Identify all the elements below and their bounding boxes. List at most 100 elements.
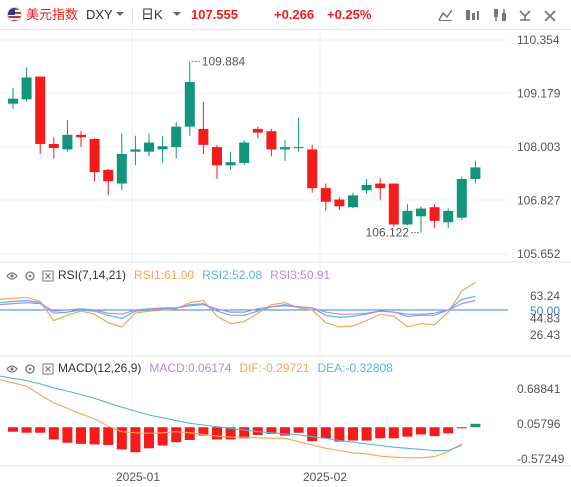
macd-histogram-bar xyxy=(252,427,263,435)
macd-histogram-bar xyxy=(334,427,345,442)
eye-icon[interactable] xyxy=(6,363,18,375)
macd-histogram-bar xyxy=(62,427,73,443)
macd-histogram-bar xyxy=(320,427,331,439)
symbol-code[interactable]: DXY xyxy=(86,7,113,22)
macd-histogram-bar xyxy=(456,427,467,429)
drawing-icon[interactable] xyxy=(465,9,479,21)
macd-histogram-bar xyxy=(266,427,277,434)
macd-histogram-bar xyxy=(293,427,304,433)
macd-histogram-bar xyxy=(470,423,481,428)
candle-body xyxy=(76,134,86,138)
period-selector[interactable]: 日K xyxy=(141,7,163,22)
candle-body xyxy=(212,147,222,166)
axis-labels: 110.354 109.179 108.003 106.827 105.652 63.24… xyxy=(116,33,565,484)
macd-histogram-bar xyxy=(89,427,100,445)
macd-histogram-bar xyxy=(239,427,250,439)
settings-icon[interactable] xyxy=(24,270,36,282)
price-change: +0.266 xyxy=(274,7,315,22)
dea-line xyxy=(0,375,462,452)
candle-body xyxy=(8,98,18,104)
macd-histogram-bar xyxy=(388,427,399,439)
candle-body xyxy=(266,131,277,150)
rsi3-line xyxy=(0,299,476,315)
macd-histogram-bar xyxy=(307,427,318,442)
price-tick-label: 110.354 xyxy=(517,33,560,47)
rsi-name: RSI(7,14,21) xyxy=(58,268,127,282)
flag-icon xyxy=(7,7,22,22)
price-tick-label: 106.827 xyxy=(517,194,561,208)
candle-body xyxy=(280,147,290,150)
macd-histogram-bar xyxy=(225,427,236,440)
rsi2-line xyxy=(0,295,476,320)
candle-body xyxy=(388,183,399,225)
macd-histogram-bar xyxy=(21,427,32,433)
dif-line xyxy=(0,379,463,459)
candle-body xyxy=(239,142,250,164)
macd-histogram-bar xyxy=(130,427,141,453)
macd-histogram-bar xyxy=(171,427,182,443)
close-icon[interactable] xyxy=(42,270,54,282)
candle-body xyxy=(116,153,127,184)
macd-histogram-bar xyxy=(144,427,154,449)
close-icon[interactable] xyxy=(543,9,557,21)
symbol-cn[interactable]: 美元指数 xyxy=(26,7,79,22)
candle-body xyxy=(334,199,345,207)
candle-body xyxy=(361,184,372,191)
eye-icon[interactable] xyxy=(6,270,18,282)
macd-value: MACD:0.06174 xyxy=(149,361,232,375)
candle-body xyxy=(348,195,358,208)
macd-histogram-bar xyxy=(375,427,386,439)
rsi-legend: RSI(7,14,21) RSI1:61.00 RSI2:52.08 RSI3:50.… xyxy=(6,268,330,282)
candle-body xyxy=(293,147,304,149)
macd-histogram-bar xyxy=(76,427,86,444)
candle-body xyxy=(402,210,413,225)
candle-body xyxy=(443,210,454,223)
rsi-tick-label: 50.00 xyxy=(530,304,560,318)
divider xyxy=(132,9,133,21)
rsi3-value: RSI3:50.91 xyxy=(270,268,331,282)
candle-body xyxy=(198,128,209,145)
macd-tick-label: 0.68841 xyxy=(517,382,561,396)
price-tick-label: 109.179 xyxy=(517,86,561,100)
rsi1-line xyxy=(0,281,476,328)
macd-histogram-bar xyxy=(212,427,222,440)
macd-histogram-bar xyxy=(103,427,114,445)
settings-icon[interactable] xyxy=(518,9,532,21)
close-icon[interactable] xyxy=(42,363,54,375)
macd-name: MACD(12,26,9) xyxy=(58,361,142,375)
candle-body xyxy=(307,149,318,189)
candle-body xyxy=(429,207,440,221)
current-price: 107.555 xyxy=(191,7,238,22)
macd-legend: MACD(12,26,9) MACD:0.06174 DIF:-0.29721 DEA… xyxy=(6,361,393,375)
candle-body xyxy=(157,146,168,150)
candle-body xyxy=(320,188,331,202)
rsi2-value: RSI2:52.08 xyxy=(202,268,263,282)
candle-body xyxy=(252,128,263,133)
macd-histogram-bar xyxy=(416,427,426,435)
macd-tick-label: 0.05796 xyxy=(517,417,561,431)
candle-body xyxy=(225,162,236,166)
candle-body xyxy=(171,126,182,148)
dropdown-icon[interactable] xyxy=(115,9,129,21)
price-change-pct: +0.25% xyxy=(327,7,372,22)
price-tick-label: 105.652 xyxy=(517,247,561,261)
candle-body xyxy=(130,149,141,152)
settings-icon[interactable] xyxy=(24,363,36,375)
date-label: 2025-01 xyxy=(116,470,160,484)
candle-body xyxy=(62,134,73,150)
chart-header: 美元指数 DXY 日K 107.555 +0.266 +0.25% xyxy=(0,0,571,30)
dif-value: DIF:-0.29721 xyxy=(239,361,310,375)
macd-tick-label: -0.57249 xyxy=(517,452,565,466)
macd-histogram-bar xyxy=(429,427,440,437)
macd-histogram-bar xyxy=(402,427,413,437)
period-dropdown-icon[interactable] xyxy=(172,9,186,21)
grid-lines xyxy=(0,30,508,466)
candle-body xyxy=(103,169,114,182)
macd-histogram-bar xyxy=(443,427,454,434)
macd-histogram-bar xyxy=(198,427,209,436)
macd-histogram-bar xyxy=(8,427,18,432)
fullscreen-icon[interactable] xyxy=(492,9,506,21)
candle-body xyxy=(456,178,467,218)
indicator-icon[interactable] xyxy=(438,9,452,21)
